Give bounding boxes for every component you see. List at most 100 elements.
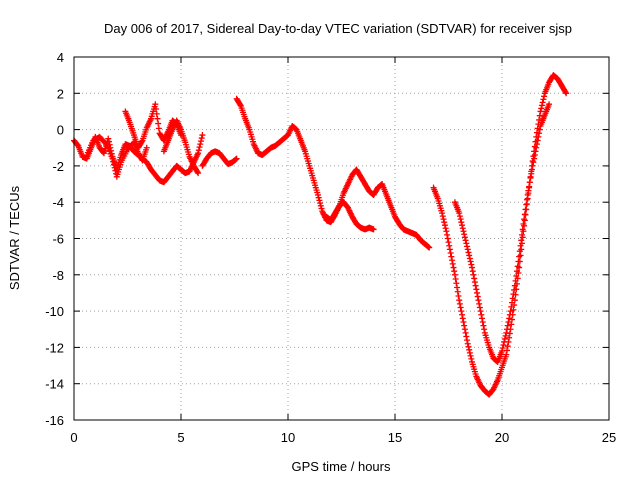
data-marker-sjsp-b-4-1 — [110, 158, 117, 165]
x-axis-label: GPS time / hours — [292, 459, 391, 474]
data-marker-sjsp-i-18-2 — [530, 159, 537, 166]
series-sjsp-c — [122, 101, 184, 151]
data-marker-sjsp-h-7-5 — [464, 337, 471, 344]
data-marker-sjsp-i-6-3 — [479, 318, 486, 325]
data-marker-sjsp-h-4-5 — [451, 268, 458, 275]
data-marker-sjsp-i-14-3 — [513, 268, 520, 275]
y-axis-label: SDTVAR / TECUs — [7, 185, 22, 290]
data-point-sjsp-a-29 — [195, 150, 202, 157]
data-marker-sjsp-i-18-5 — [532, 148, 539, 155]
data-point-sjsp-h-7 — [460, 318, 467, 325]
data-marker-sjsp-h-7-1 — [461, 322, 468, 329]
data-marker-sjsp-d-7-5 — [194, 168, 201, 175]
data-series — [71, 72, 570, 398]
y-tick-label-10: 4 — [57, 50, 64, 65]
data-point-sjsp-i-13 — [507, 308, 514, 315]
data-point-sjsp-e-8 — [233, 155, 240, 162]
data-point-sjsp-h-6 — [456, 297, 463, 304]
data-marker-sjsp-i-1-1 — [456, 213, 463, 220]
data-marker-sjsp-h-5-4 — [454, 288, 461, 295]
data-marker-sjsp-h-17-4 — [506, 334, 513, 341]
data-marker-sjsp-h-2-3 — [441, 219, 448, 226]
data-marker-sjsp-i-1-4 — [459, 222, 466, 229]
series-sjsp-f — [233, 95, 433, 251]
data-marker-sjsp-f-19-4 — [317, 202, 324, 209]
data-marker-sjsp-h-4-3 — [449, 260, 456, 267]
data-marker-sjsp-h-4-4 — [450, 264, 457, 271]
data-marker-sjsp-i-13-4 — [510, 291, 517, 298]
data-marker-sjsp-h-5-3 — [454, 284, 461, 291]
data-point-sjsp-i-22 — [546, 101, 553, 108]
y-tick-label-8: 0 — [57, 123, 64, 138]
data-marker-sjsp-i-17-1 — [525, 187, 532, 194]
x-tick-label-0: 0 — [70, 430, 77, 445]
data-marker-sjsp-h-21-2 — [521, 217, 528, 224]
data-marker-sjsp-h-20-2 — [517, 252, 524, 259]
data-marker-sjsp-h-7-4 — [463, 333, 470, 340]
data-point-sjsp-b-11 — [143, 144, 150, 151]
data-marker-sjsp-i-14-5 — [515, 258, 522, 265]
x-tick-label-2: 10 — [281, 430, 295, 445]
data-marker-sjsp-i-3-1 — [465, 249, 472, 256]
data-marker-sjsp-i-4-4 — [471, 279, 478, 286]
data-marker-sjsp-i-18-3 — [531, 155, 538, 162]
data-marker-sjsp-h-25-2 — [538, 102, 545, 109]
data-marker-sjsp-i-14-4 — [514, 263, 521, 270]
y-tick-label-5: -6 — [52, 232, 64, 247]
data-marker-sjsp-h-6-5 — [459, 315, 466, 322]
data-point-sjsp-i-17 — [524, 191, 531, 198]
data-marker-sjsp-i-5-2 — [474, 293, 481, 300]
data-marker-sjsp-h-3-5 — [446, 246, 453, 253]
y-tick-label-7: -2 — [52, 159, 64, 174]
data-marker-sjsp-i-18-1 — [529, 162, 536, 169]
data-marker-sjsp-i-16-5 — [523, 196, 530, 203]
data-marker-sjsp-i-2-1 — [461, 231, 468, 238]
data-marker-sjsp-a-29-4 — [197, 138, 204, 145]
data-marker-sjsp-h-8-2 — [466, 346, 473, 353]
series-sjsp-e — [199, 148, 240, 169]
y-tick-label-0: -16 — [45, 413, 64, 428]
grid-lines — [74, 57, 609, 420]
data-marker-sjsp-i-2-5 — [464, 243, 471, 250]
data-marker-sjsp-i-17-3 — [526, 179, 533, 186]
data-marker-sjsp-i-13-2 — [508, 299, 515, 306]
data-point-sjsp-h-5 — [451, 271, 458, 278]
data-marker-sjsp-c-7-2 — [153, 110, 160, 117]
data-marker-sjsp-i-16-4 — [523, 201, 530, 208]
data-marker-sjsp-i-15-5 — [519, 226, 526, 233]
data-marker-sjsp-c-7-1 — [153, 106, 160, 113]
data-marker-sjsp-h-25-4 — [540, 96, 547, 103]
data-marker-sjsp-h-6-2 — [457, 304, 464, 311]
data-point-sjsp-h-2 — [439, 210, 446, 217]
data-marker-sjsp-i-19-3 — [535, 133, 542, 140]
data-marker-sjsp-i-15-4 — [518, 231, 525, 238]
data-marker-sjsp-h-7-2 — [461, 326, 468, 333]
data-marker-sjsp-h-17-2 — [504, 343, 511, 350]
data-marker-sjsp-i-16-3 — [522, 206, 529, 213]
data-point-sjsp-a-8 — [105, 135, 112, 142]
data-point-sjsp-i-6 — [477, 308, 484, 315]
data-marker-sjsp-h-2-2 — [440, 216, 447, 223]
data-marker-sjsp-h-25-5 — [541, 93, 548, 100]
data-marker-sjsp-i-6-4 — [480, 322, 487, 329]
data-point-sjsp-a-30 — [199, 132, 206, 139]
data-marker-sjsp-i-5-3 — [475, 297, 482, 304]
data-marker-sjsp-h-5-5 — [455, 292, 462, 299]
data-marker-sjsp-i-12-3 — [505, 318, 512, 325]
data-marker-sjsp-h-25-3 — [539, 99, 546, 106]
data-marker-sjsp-h-5-2 — [453, 280, 460, 287]
data-marker-sjsp-h-18-2 — [508, 316, 515, 323]
data-marker-sjsp-h-2-4 — [441, 222, 448, 229]
data-marker-sjsp-h-2-5 — [442, 225, 449, 232]
data-marker-sjsp-i-14-1 — [512, 277, 519, 284]
y-tick-label-9: 2 — [57, 86, 64, 101]
data-marker-sjsp-i-11-1 — [499, 345, 506, 352]
x-tick-label-1: 5 — [177, 430, 184, 445]
data-marker-sjsp-h-7-3 — [462, 329, 469, 336]
data-marker-sjsp-h-6-1 — [456, 300, 463, 307]
data-marker-sjsp-i-4-2 — [470, 271, 477, 278]
data-point-sjsp-i-16 — [520, 220, 527, 227]
data-marker-sjsp-i-15-2 — [517, 242, 524, 249]
data-marker-sjsp-i-17-2 — [526, 183, 533, 190]
